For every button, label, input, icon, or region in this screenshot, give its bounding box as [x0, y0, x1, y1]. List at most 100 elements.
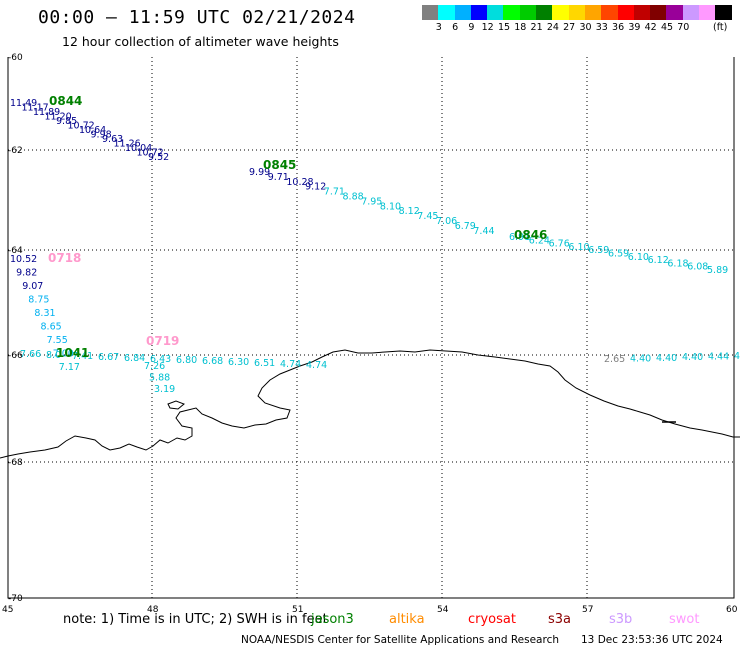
legend-swatch — [617, 5, 634, 20]
wave-height-value: 7.41 — [72, 351, 93, 362]
legend-swatch — [666, 5, 683, 20]
pass-time-label: 1041 — [56, 346, 89, 360]
latitude-label: -66 — [8, 351, 23, 361]
map-frame — [7, 57, 735, 599]
legend-swatch — [536, 5, 553, 20]
wave-height-value: 7.95 — [361, 196, 382, 207]
map-title: 00:00 – 11:59 UTC 02/21/2024 — [38, 7, 356, 28]
legend-unit: (ft) — [713, 22, 728, 33]
wave-height-value: 5.89 — [707, 265, 728, 276]
wave-height-value: 7.71 — [324, 187, 345, 198]
wave-height-value: 9.07 — [22, 281, 43, 292]
wave-height-value: 10.72 — [137, 148, 164, 159]
iceberg-outline — [167, 400, 185, 410]
pass-time-label: 0845 — [263, 158, 296, 172]
longitude-label: 54 — [437, 605, 449, 615]
legend-swatch — [454, 5, 471, 20]
legend-swatch — [682, 5, 700, 20]
legend-tick-label: 27 — [563, 22, 576, 33]
wave-height-value: 10.72 — [68, 121, 95, 132]
legend-tick-label: 15 — [497, 22, 511, 33]
legend-swatch — [487, 5, 504, 20]
wave-height-value: 7.55 — [47, 335, 68, 346]
wave-height-value: 8.0 — [46, 350, 61, 361]
wave-height-value: 8.75 — [28, 295, 49, 306]
longitude-label: 45 — [2, 605, 13, 615]
legend-swatch — [633, 5, 651, 20]
wave-height-value: 5.88 — [149, 373, 170, 384]
legend-swatch — [470, 5, 488, 20]
wave-height-value: 6.10 — [628, 252, 649, 263]
legend-swatch — [438, 5, 455, 20]
longitude-label: 51 — [292, 605, 303, 615]
wave-height-value: 11.89 — [33, 107, 60, 118]
wave-height-value: 8.12 — [399, 206, 420, 217]
wave-height-value: 9.82 — [16, 268, 37, 279]
legend-labels: (ft) 3 6 9 12 15 18 21 24 27 30 33 36 39 42 45 70 — [422, 22, 740, 36]
wave-height-value: 6.12 — [648, 255, 669, 266]
pass-time-label: 0719 — [146, 334, 179, 348]
wave-height-value: 7.17 — [59, 362, 80, 373]
wave-height-value: 11.17 — [22, 103, 49, 114]
wave-height-value: 6.59 — [588, 245, 609, 256]
wave-height-value: 7.26 — [144, 361, 165, 372]
wave-height-value: 6.43 — [150, 354, 171, 365]
wave-height-value: 9.85 — [56, 116, 77, 127]
legend-tick-label: 6 — [452, 22, 459, 33]
wave-height-value: 9.98 — [91, 130, 112, 141]
wave-height-value: 6.67 — [98, 352, 119, 363]
wave-height-value: 4.44 — [708, 352, 729, 363]
wave-height-value: 10.64 — [79, 125, 106, 136]
legend-tick-label: 9 — [468, 22, 475, 33]
wave-height-value: 9.99 — [249, 167, 270, 178]
legend-tick-label: 36 — [612, 22, 625, 33]
legend-tick-label: 30 — [579, 22, 592, 33]
wave-height-value: 10.04 — [125, 143, 152, 154]
wave-height-value: 9.71 — [268, 172, 289, 183]
wave-height-value: 4.40 — [682, 352, 703, 363]
wave-height-value: 6.84 — [124, 353, 145, 364]
legend-tick-label: 39 — [628, 22, 641, 33]
legend-swatch — [422, 5, 439, 20]
legend-swatch — [699, 5, 716, 20]
wave-height-value: 6.10 — [568, 242, 589, 253]
longitude-label: 57 — [582, 605, 593, 615]
wave-height-value: 4.74 — [306, 360, 327, 371]
legend-swatch — [519, 5, 537, 20]
satellite-label-s3b: s3b — [609, 612, 633, 627]
wave-height-value: 11.20 — [45, 112, 72, 123]
wave-height-value: 8.88 — [343, 192, 364, 203]
credit-line: NOAA/NESDIS Center for Satellite Applica… — [241, 634, 559, 646]
wave-height-value: 9.12 — [305, 182, 326, 193]
antarctic-coastline — [299, 349, 740, 438]
wave-height-value: 10.28 — [286, 177, 313, 188]
wave-height-value: 6.68 — [202, 356, 223, 367]
legend-tick-label: 33 — [595, 22, 608, 33]
legend-tick-label: 45 — [660, 22, 674, 33]
satellite-label-cryosat: cryosat — [468, 612, 516, 627]
latitude-label: -64 — [8, 246, 23, 256]
wave-height-value: 6.24 — [529, 235, 550, 246]
legend-swatch — [650, 5, 667, 20]
latitude-label: -60 — [8, 53, 23, 63]
wave-height-value: 8.65 — [41, 322, 62, 333]
footnote: note: 1) Time is in UTC; 2) SWH is in fe… — [63, 612, 328, 627]
pass-time-label: 0844 — [49, 94, 82, 108]
satellite-label-s3a: s3a — [548, 612, 572, 627]
wave-height-value: 6.51 — [254, 358, 275, 369]
wave-height-value: 7.00 — [53, 349, 74, 360]
color-scale-legend: (ft) 3 6 9 12 15 18 21 24 27 30 33 36 39 42 45 70 — [422, 5, 732, 33]
legend-swatch — [601, 5, 618, 20]
wave-height-value: 3.19 — [154, 384, 175, 395]
legend-swatch — [584, 5, 602, 20]
legend-tick-label: 21 — [530, 22, 543, 33]
satellite-label-jason3: jason3 — [311, 612, 354, 627]
wave-height-value: 6.59 — [608, 249, 629, 260]
legend-tick-label: 42 — [644, 22, 657, 33]
legend-tick-label: 18 — [514, 22, 527, 33]
wave-height-value: 10.52 — [10, 254, 37, 265]
wave-height-value: 6.91 — [509, 232, 530, 243]
longitude-label: 48 — [147, 605, 159, 615]
legend-tick-label: 24 — [546, 22, 559, 33]
